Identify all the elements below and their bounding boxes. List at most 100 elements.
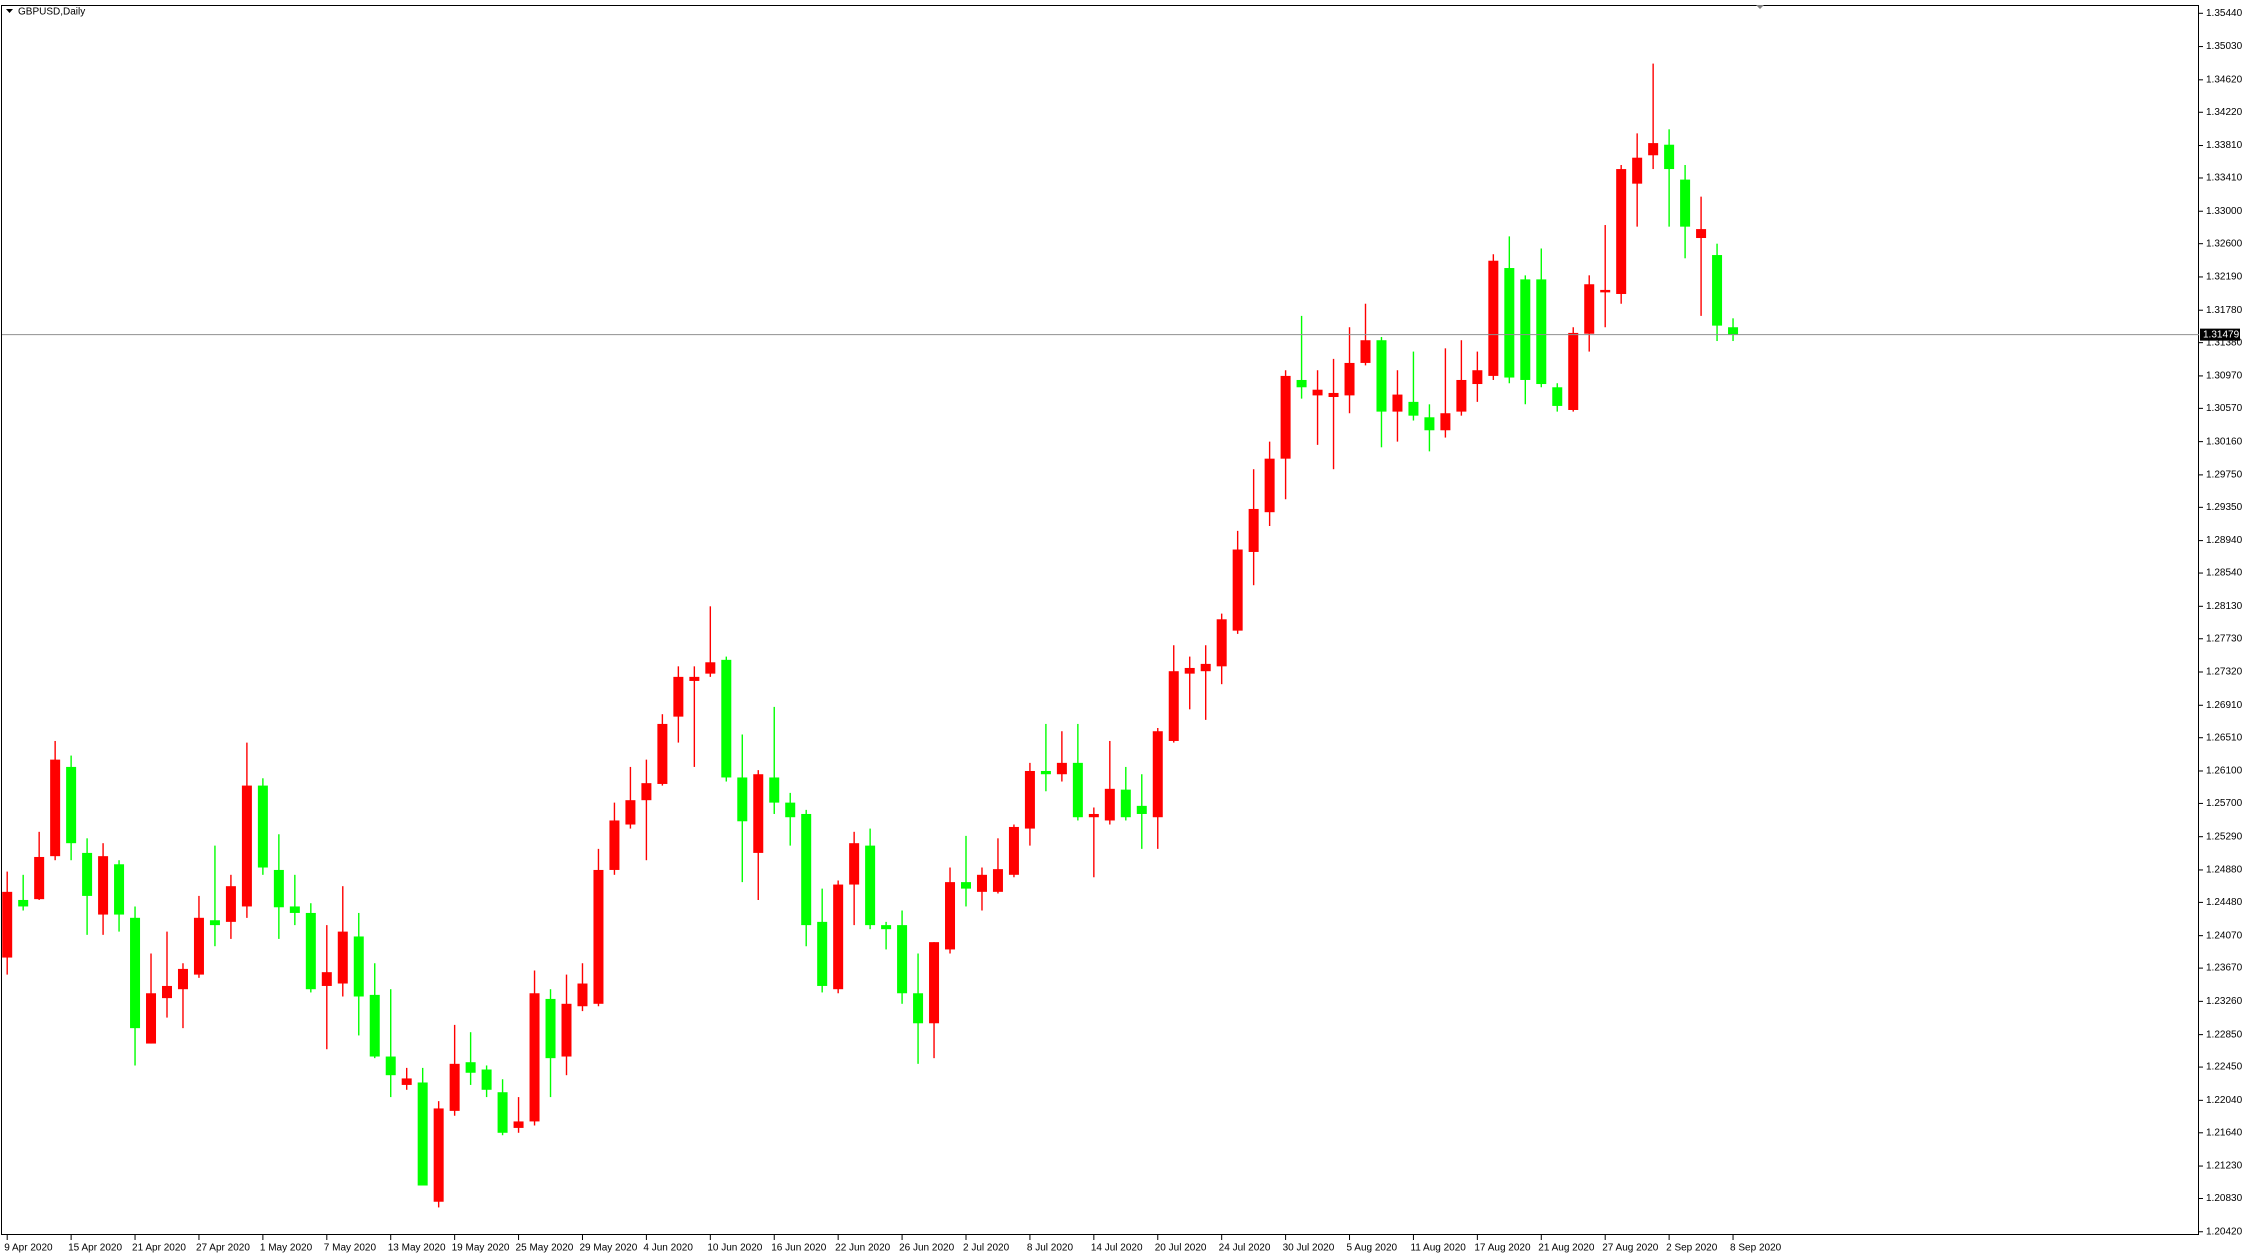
candle-body: [721, 659, 732, 778]
x-tick-label: 22 Jun 2020: [835, 1243, 890, 1254]
candle-body: [1344, 362, 1355, 396]
x-tick-label: 27 Aug 2020: [1602, 1243, 1659, 1254]
candle-body: [321, 972, 332, 986]
candle-body: [1632, 157, 1643, 184]
x-tick-label: 15 Apr 2020: [68, 1243, 122, 1254]
x-tick-label: 8 Sep 2020: [1730, 1243, 1782, 1254]
candle-body: [417, 1082, 428, 1186]
x-tick-label: 10 Jun 2020: [707, 1243, 762, 1254]
menu-triangle[interactable]: [6, 9, 13, 13]
candle-body: [1104, 788, 1115, 821]
candle-body: [1440, 413, 1451, 431]
y-tick-label: 1.33410: [2206, 173, 2243, 184]
candle-body: [737, 777, 748, 822]
candle-body: [1520, 279, 1531, 380]
x-tick-label: 19 May 2020: [452, 1243, 510, 1254]
shift-marker: [1756, 5, 1764, 9]
y-tick-label: 1.23670: [2206, 963, 2243, 974]
y-tick-label: 1.31780: [2206, 305, 2243, 316]
candle-body: [705, 662, 716, 674]
x-tick-label: 2 Sep 2020: [1666, 1243, 1718, 1254]
candle-body: [162, 985, 172, 999]
candle-body: [992, 869, 1003, 892]
x-tick-label: 29 May 2020: [579, 1243, 637, 1254]
candle-body: [481, 1069, 492, 1090]
x-tick-label: 11 Aug 2020: [1410, 1243, 1466, 1254]
candle-body: [1456, 379, 1467, 412]
candle-body: [1616, 169, 1627, 294]
candle-body: [209, 920, 220, 926]
y-tick-label: 1.28940: [2206, 535, 2243, 546]
y-tick-label: 1.22040: [2206, 1095, 2243, 1106]
candle-body: [1184, 667, 1195, 674]
y-tick-label: 1.21640: [2206, 1127, 2243, 1138]
x-tick-label: 20 Jul 2020: [1155, 1243, 1207, 1254]
y-tick-label: 1.31380: [2206, 337, 2243, 348]
candle-body: [801, 813, 812, 926]
candle-body: [289, 906, 300, 913]
y-tick-label: 1.23260: [2206, 996, 2243, 1007]
price-label: 1.31479: [2203, 329, 2240, 340]
candle-body: [1040, 770, 1051, 775]
candle-body: [1408, 401, 1419, 416]
y-tick-label: 1.25700: [2206, 798, 2243, 809]
y-tick-label: 1.22850: [2206, 1029, 2243, 1040]
x-tick-label: 1 May 2020: [260, 1243, 313, 1254]
candle-body: [1264, 458, 1275, 513]
candle-body: [1472, 370, 1483, 385]
x-tick-label: 16 Jun 2020: [771, 1243, 826, 1254]
x-tick-label: 4 Jun 2020: [643, 1243, 693, 1254]
candle-body: [1376, 340, 1387, 412]
candle-body: [1328, 392, 1339, 398]
candle-body: [1696, 229, 1707, 239]
y-tick-label: 1.30570: [2206, 403, 2243, 414]
x-tick-label: 21 Aug 2020: [1538, 1243, 1595, 1254]
x-tick-label: 7 May 2020: [324, 1243, 377, 1254]
candle-body: [1136, 805, 1147, 814]
y-tick-label: 1.27730: [2206, 633, 2243, 644]
x-tick-label: 8 Jul 2020: [1027, 1243, 1074, 1254]
x-tick-label: 2 Jul 2020: [963, 1243, 1010, 1254]
price-label-box: [2200, 328, 2240, 341]
candle-body: [769, 777, 780, 803]
candle-body: [1488, 260, 1499, 376]
candle-body: [513, 1121, 524, 1128]
candle-body: [1664, 144, 1675, 170]
candle-body: [1584, 284, 1595, 334]
candle-body: [98, 856, 109, 915]
y-tick-label: 1.24070: [2206, 930, 2243, 941]
candle-body: [225, 886, 236, 922]
candle-body: [1248, 508, 1259, 552]
plot-frame: [1, 5, 2199, 1235]
candle-body: [337, 931, 348, 984]
candle-body: [881, 925, 892, 930]
candle-body: [50, 759, 61, 857]
candle-body: [497, 1092, 508, 1133]
candle-body: [577, 983, 588, 1007]
candle-body: [449, 1063, 460, 1111]
candle-body: [2, 891, 13, 958]
candle-body: [1504, 268, 1515, 378]
candle-body: [785, 802, 796, 818]
y-tick-label: 1.26510: [2206, 732, 2243, 743]
y-tick-label: 1.33810: [2206, 140, 2243, 151]
candle-body: [130, 917, 141, 1029]
candle-body: [1024, 770, 1035, 829]
candle-body: [897, 925, 908, 994]
y-tick-label: 1.32190: [2206, 272, 2243, 283]
candle-body: [865, 845, 876, 926]
y-tick-label: 1.20420: [2206, 1226, 2243, 1237]
candle-body: [1088, 813, 1099, 818]
y-tick-label: 1.28540: [2206, 568, 2243, 579]
y-tick-label: 1.30160: [2206, 436, 2243, 447]
candle-body: [34, 856, 45, 900]
candle-body: [1168, 671, 1179, 741]
candle-body: [1008, 826, 1019, 875]
candle-body: [1056, 762, 1067, 775]
candle-body: [193, 917, 204, 975]
candle-body: [1536, 279, 1547, 385]
candle-body: [545, 998, 556, 1059]
candle-body: [849, 843, 860, 885]
